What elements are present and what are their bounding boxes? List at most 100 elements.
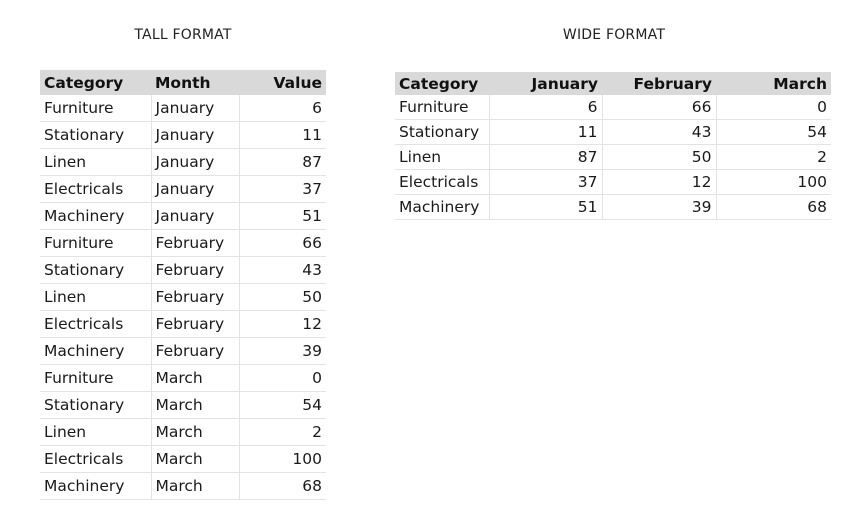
table-row: Furniture February 66 <box>40 229 326 257</box>
table-row: Stationary January 11 <box>40 121 326 149</box>
tall-header-row: Category Month Value <box>40 70 326 95</box>
wide-cell-category: Machinery <box>395 194 490 220</box>
table-row: Linen 87 50 2 <box>395 144 831 170</box>
table-row: Machinery February 39 <box>40 337 326 365</box>
table-row: Stationary March 54 <box>40 391 326 419</box>
wide-cell-january: 11 <box>489 119 603 145</box>
tall-cell-month: February <box>151 229 240 257</box>
wide-cell-category: Linen <box>395 144 490 170</box>
table-row: Machinery March 68 <box>40 472 326 500</box>
tall-cell-value: 6 <box>239 95 326 122</box>
tall-cell-month: February <box>151 310 240 338</box>
wide-header-row: Category January February March <box>395 72 831 95</box>
tall-cell-category: Electricals <box>40 310 152 338</box>
tall-cell-value: 54 <box>239 391 326 419</box>
tall-cell-value: 66 <box>239 229 326 257</box>
tall-cell-category: Electricals <box>40 175 152 203</box>
tall-cell-month: March <box>151 472 240 500</box>
tall-cell-value: 87 <box>239 148 326 176</box>
tall-cell-category: Electricals <box>40 445 152 473</box>
table-row: Linen February 50 <box>40 283 326 311</box>
wide-header-january: January <box>489 72 602 95</box>
tall-format-title: TALL FORMAT <box>134 27 232 43</box>
wide-cell-january: 6 <box>489 95 603 120</box>
tall-cell-month: January <box>151 202 240 230</box>
table-row: Electricals March 100 <box>40 445 326 473</box>
tall-cell-month: January <box>151 175 240 203</box>
wide-table-body: Furniture 6 66 0 Stationary 11 43 54 Linen 87 50 2 E… <box>395 95 831 220</box>
tall-cell-category: Machinery <box>40 337 152 365</box>
tall-cell-category: Linen <box>40 283 152 311</box>
tall-table-body: Furniture January 6 Stationary January 11 Line… <box>40 95 326 500</box>
tall-cell-category: Linen <box>40 418 152 446</box>
tall-cell-value: 11 <box>239 121 326 149</box>
wide-cell-january: 51 <box>489 194 603 220</box>
wide-cell-february: 43 <box>602 119 717 145</box>
wide-cell-january: 87 <box>489 144 603 170</box>
tall-cell-month: February <box>151 256 240 284</box>
wide-cell-january: 37 <box>489 169 603 195</box>
wide-cell-february: 39 <box>602 194 717 220</box>
tall-cell-month: February <box>151 337 240 365</box>
table-row: Electricals 37 12 100 <box>395 169 831 195</box>
table-row: Furniture March 0 <box>40 364 326 392</box>
wide-header-february: February <box>602 72 716 95</box>
wide-cell-march: 100 <box>716 169 831 195</box>
tall-cell-value: 68 <box>239 472 326 500</box>
wide-cell-category: Stationary <box>395 119 490 145</box>
wide-cell-february: 66 <box>602 95 717 120</box>
table-row: Electricals February 12 <box>40 310 326 338</box>
tall-cell-value: 37 <box>239 175 326 203</box>
wide-cell-category: Electricals <box>395 169 490 195</box>
wide-cell-march: 0 <box>716 95 831 120</box>
tall-cell-month: March <box>151 418 240 446</box>
table-row: Stationary 11 43 54 <box>395 119 831 145</box>
table-row: Stationary February 43 <box>40 256 326 284</box>
tall-cell-value: 100 <box>239 445 326 473</box>
tall-cell-value: 39 <box>239 337 326 365</box>
tall-cell-value: 2 <box>239 418 326 446</box>
tall-header-value: Value <box>239 70 326 95</box>
table-row: Machinery January 51 <box>40 202 326 230</box>
tall-header-month: Month <box>151 70 239 95</box>
wide-cell-february: 50 <box>602 144 717 170</box>
tall-cell-value: 50 <box>239 283 326 311</box>
tall-cell-value: 51 <box>239 202 326 230</box>
tall-cell-month: March <box>151 364 240 392</box>
wide-cell-march: 68 <box>716 194 831 220</box>
tall-cell-month: February <box>151 283 240 311</box>
tall-cell-month: March <box>151 445 240 473</box>
table-row: Furniture 6 66 0 <box>395 95 831 120</box>
tall-cell-category: Stationary <box>40 391 152 419</box>
tall-cell-category: Furniture <box>40 364 152 392</box>
tall-cell-value: 0 <box>239 364 326 392</box>
tall-cell-category: Stationary <box>40 256 152 284</box>
wide-cell-category: Furniture <box>395 95 490 120</box>
tall-cell-month: January <box>151 121 240 149</box>
wide-header-category: Category <box>395 72 489 95</box>
tall-cell-month: January <box>151 95 240 122</box>
tall-format-table: Category Month Value Furniture January 6 St… <box>40 70 326 500</box>
tall-cell-category: Linen <box>40 148 152 176</box>
table-row: Linen January 87 <box>40 148 326 176</box>
tall-cell-category: Stationary <box>40 121 152 149</box>
table-row: Linen March 2 <box>40 418 326 446</box>
tall-cell-value: 12 <box>239 310 326 338</box>
tall-header-category: Category <box>40 70 151 95</box>
wide-cell-february: 12 <box>602 169 717 195</box>
wide-cell-march: 2 <box>716 144 831 170</box>
table-row: Electricals January 37 <box>40 175 326 203</box>
tall-cell-category: Furniture <box>40 95 152 122</box>
wide-format-table: Category January February March Furnitur… <box>395 72 831 220</box>
table-row: Machinery 51 39 68 <box>395 194 831 220</box>
wide-cell-march: 54 <box>716 119 831 145</box>
wide-header-march: March <box>716 72 831 95</box>
tall-cell-month: March <box>151 391 240 419</box>
tall-cell-value: 43 <box>239 256 326 284</box>
table-row: Furniture January 6 <box>40 95 326 122</box>
wide-format-title: WIDE FORMAT <box>562 27 666 43</box>
tall-cell-category: Furniture <box>40 229 152 257</box>
tall-cell-category: Machinery <box>40 202 152 230</box>
tall-cell-month: January <box>151 148 240 176</box>
tall-cell-category: Machinery <box>40 472 152 500</box>
